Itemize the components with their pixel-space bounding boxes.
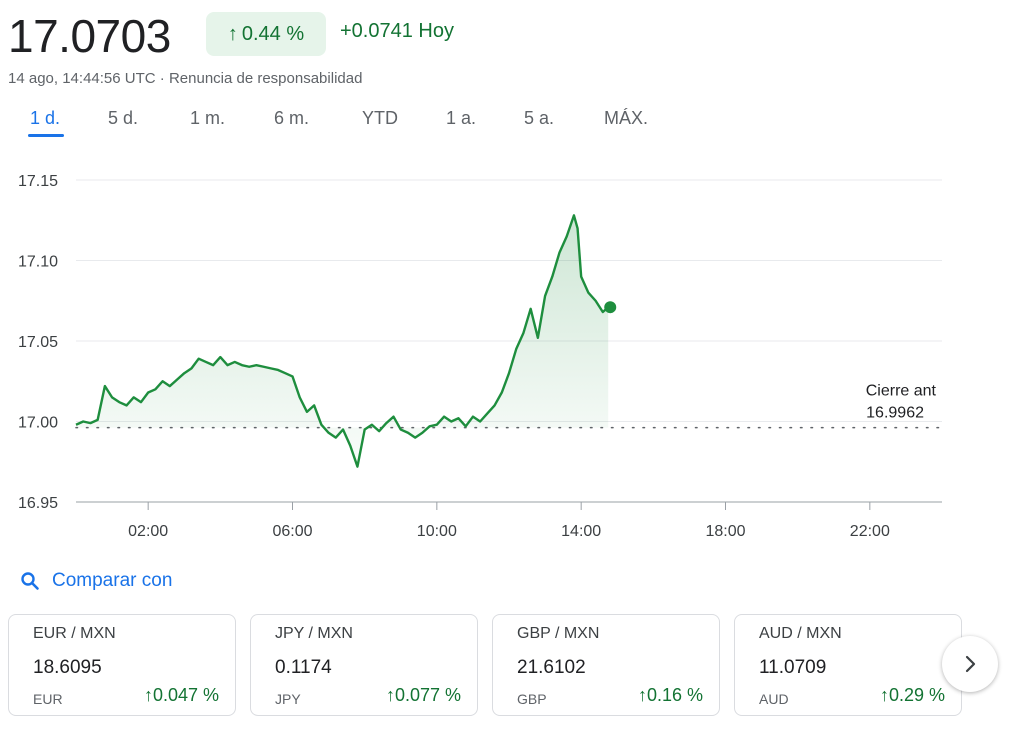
series-area [76,215,609,467]
current-price: 17.0703 [8,10,171,62]
card-change-value: 0.077 % [394,685,461,705]
card-gbp-mxn[interactable]: GBP / MXN 21.6102 GBP ↑0.16 % [492,614,720,716]
prev-close-value: 16.9962 [866,405,924,422]
disclaimer-link[interactable]: Renuncia de responsabilidad [168,70,363,87]
card-eur-mxn[interactable]: EUR / MXN 18.6095 EUR ↑0.047 % [8,614,236,716]
x-tick-label: 06:00 [272,523,312,540]
percent-change-badge: ↑ 0.44 % [206,12,326,56]
y-tick-label: 17.15 [18,173,58,190]
card-change-value: 0.29 % [888,685,945,705]
tab-1a[interactable]: 1 a. [446,108,477,128]
tab-5d[interactable]: 5 d. [108,108,139,128]
last-point-marker [604,301,617,314]
card-pair: AUD / MXN [759,625,842,642]
active-tab-indicator [28,134,64,137]
y-tick-label: 16.95 [18,495,58,512]
tab-5a[interactable]: 5 a. [524,108,555,128]
card-change-value: 0.047 % [152,685,219,705]
arrow-up-icon: ↑ [637,685,647,705]
card-currency: GBP [517,691,547,707]
search-icon [21,572,39,590]
tab-1m[interactable]: 1 m. [190,108,226,128]
next-cards-button[interactable] [942,636,998,692]
card-value: 0.1174 [275,657,332,678]
card-pair: GBP / MXN [517,625,600,642]
card-aud-mxn[interactable]: AUD / MXN 11.0709 AUD ↑0.29 % [734,614,962,716]
tab-6m[interactable]: 6 m. [274,108,310,128]
card-change: ↑0.077 % [386,685,461,706]
card-pair: EUR / MXN [33,625,116,642]
period-label: Hoy [418,20,454,42]
series-line [75,214,610,468]
chevron-right-icon [965,655,976,673]
absolute-change: +0.0741 Hoy [340,20,454,43]
arrow-up-icon: ↑ [143,685,153,705]
card-change-value: 0.16 % [646,685,703,705]
card-value: 21.6102 [517,657,586,678]
tab-max[interactable]: MÁX. [604,108,649,128]
card-currency: AUD [759,691,789,707]
separator: · [159,70,165,87]
tab-1d[interactable]: 1 d. [30,108,61,128]
x-tick-label: 18:00 [705,523,745,540]
card-currency: EUR [33,691,63,707]
card-pair: JPY / MXN [275,625,353,642]
x-tick-label: 22:00 [850,523,890,540]
timestamp-line: 14 ago, 14:44:56 UTC · Renuncia de respo… [8,70,362,87]
compare-label: Comparar con [52,570,173,591]
arrow-up-icon: ↑ [227,22,238,45]
card-change: ↑0.047 % [144,685,219,706]
tab-ytd[interactable]: YTD [362,108,398,128]
arrow-up-icon: ↑ [879,685,889,705]
card-currency: JPY [275,691,301,707]
card-jpy-mxn[interactable]: JPY / MXN 0.1174 JPY ↑0.077 % [250,614,478,716]
card-change: ↑0.29 % [880,685,945,706]
prev-close-label: Cierre ant [866,383,937,400]
percent-change: 0.44 % [241,22,305,45]
x-tick-label: 02:00 [128,523,168,540]
absolute-change-value: +0.0741 [340,20,413,42]
compare-button[interactable]: Comparar con [20,570,172,592]
x-tick-label: 14:00 [561,523,601,540]
timestamp: 14 ago, 14:44:56 UTC [8,70,156,87]
y-tick-label: 17.05 [18,334,58,351]
card-value: 11.0709 [759,657,827,678]
y-tick-label: 17.00 [18,415,58,432]
card-change: ↑0.16 % [638,685,703,706]
x-tick-label: 10:00 [417,523,457,540]
card-value: 18.6095 [33,657,102,678]
price-chart[interactable]: 17.15 17.10 17.05 17.00 16.95 02:00 06:00 10:00… [0,150,1010,550]
arrow-up-icon: ↑ [385,685,395,705]
y-tick-label: 17.10 [18,254,58,271]
